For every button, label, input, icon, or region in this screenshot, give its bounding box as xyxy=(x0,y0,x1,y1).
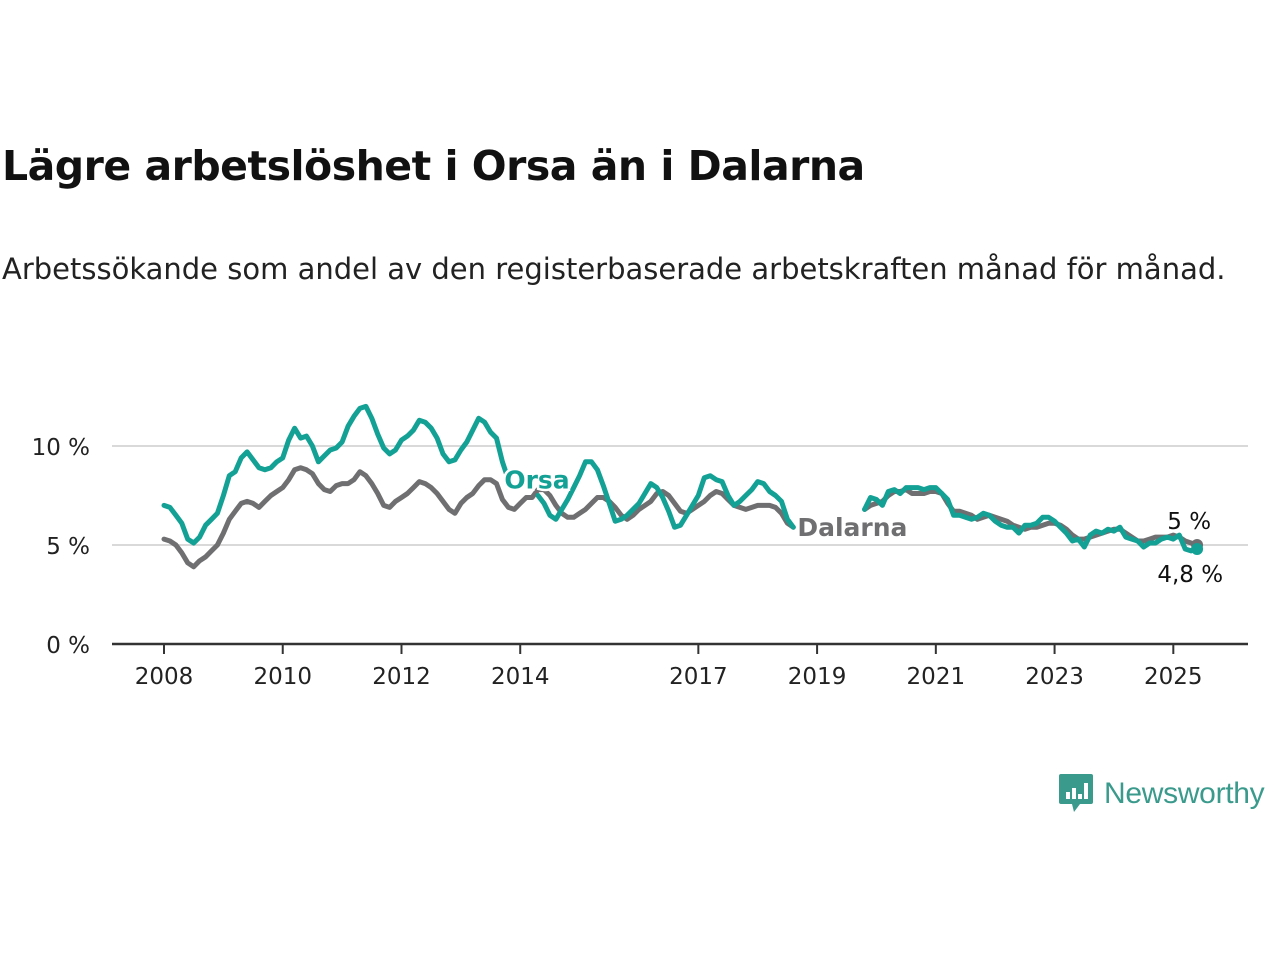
series-labels: 5 % 4,8 % Orsa Dalarna xyxy=(502,463,1223,588)
y-tick-label: 5 % xyxy=(46,534,90,560)
series-label-orsa: Orsa xyxy=(504,466,569,495)
line-chart: 0 %5 %10 % 2008 2010 2012 2014 2017 2019 2021 2… xyxy=(32,403,1248,690)
x-tick-label: 2008 xyxy=(135,664,194,690)
brand-logo: Newsworthy xyxy=(1058,772,1265,816)
x-tick-label: 2017 xyxy=(669,664,728,690)
series-lines xyxy=(161,403,1204,570)
series-line-orsa xyxy=(161,403,1200,554)
brand-name: Newsworthy xyxy=(1104,777,1265,810)
page-title: Lägre arbetslöshet i Orsa än i Dalarna xyxy=(2,142,865,190)
end-label-dalarna: 5 % xyxy=(1167,509,1211,535)
page-subtitle: Arbetssökande som andel av den registerb… xyxy=(2,252,1226,286)
x-tick-label: 2025 xyxy=(1144,664,1203,690)
x-tick-label: 2012 xyxy=(372,664,431,690)
x-tick-label: 2021 xyxy=(907,664,966,690)
y-axis: 0 % 5 % 10 % xyxy=(32,435,90,659)
x-tick-label: 2010 xyxy=(253,664,312,690)
x-axis: 2008 2010 2012 2014 2017 2019 2021 2023 2025 xyxy=(112,642,1248,690)
end-label-orsa: 4,8 % xyxy=(1157,562,1223,588)
x-tick-label: 2023 xyxy=(1025,664,1084,690)
x-tick-label: 2019 xyxy=(788,664,847,690)
series-label-dalarna: Dalarna xyxy=(797,513,907,542)
gridlines xyxy=(112,445,1248,546)
newsworthy-logo-icon xyxy=(1059,774,1093,812)
y-tick-label: 0 % xyxy=(46,633,90,659)
y-tick-label: 10 % xyxy=(32,435,90,461)
x-tick-label: 2014 xyxy=(491,664,550,690)
series-end-marker-orsa xyxy=(1191,542,1204,555)
